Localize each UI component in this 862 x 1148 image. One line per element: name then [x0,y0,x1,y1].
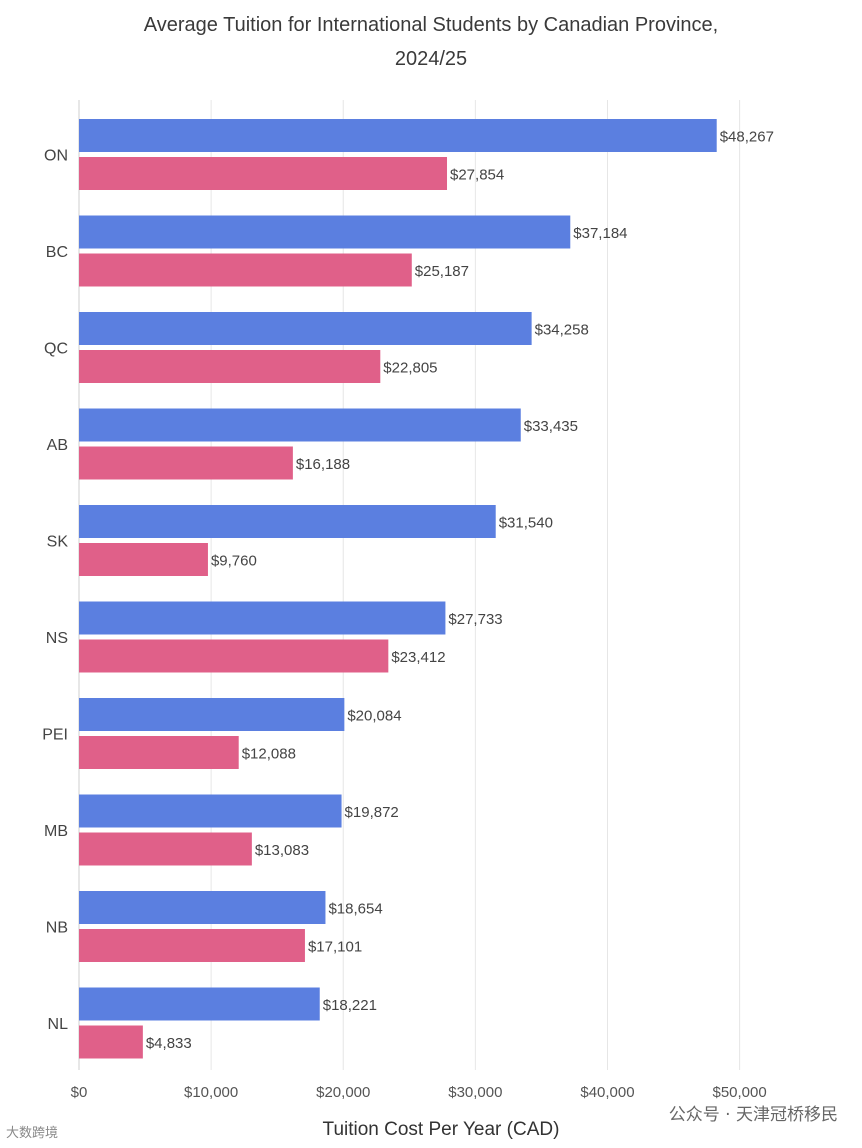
bar-nb-series2 [79,929,305,962]
watermark-right: 公众号 · 天津冠桥移民 [668,1105,838,1125]
data-label: $34,258 [535,322,589,339]
bar-ab-series2 [79,446,293,480]
data-label: $37,184 [573,225,627,242]
chart-subtitle: 2024/25 [394,48,468,70]
x-tick-label: $30,000 [448,1084,502,1101]
category-label: NS [46,630,68,647]
data-label: $13,083 [255,842,309,859]
data-label: $33,435 [524,418,578,435]
data-label: $23,412 [391,649,445,666]
category-label: PEI [42,727,68,744]
data-label: $27,854 [450,167,504,184]
x-tick-label: $50,000 [712,1084,766,1101]
chart-title-line1: Average Tuition for International Studen… [143,14,719,36]
category-label: MB [44,823,68,840]
data-label: $25,187 [415,263,469,280]
x-axis-label: Tuition Cost Per Year (CAD) [323,1119,560,1140]
data-label: $9,760 [211,553,257,570]
category-label: BC [46,244,68,261]
bar-ns-series2 [79,639,389,673]
bar-on-series1 [79,119,717,152]
bar-sk-series2 [79,543,208,576]
bar-pei-series2 [79,736,239,769]
bar-qc-series1 [79,312,532,345]
data-label: $22,805 [383,360,437,377]
data-label: $16,188 [296,456,350,473]
watermark-left: 大数跨境 [6,1125,59,1140]
bar-ns-series1 [79,601,446,635]
data-label: $27,733 [448,611,502,628]
x-tick-label: $10,000 [184,1084,238,1101]
bar-bc-series2 [79,253,412,287]
x-tick-label: $20,000 [316,1084,370,1101]
category-label: AB [47,437,68,454]
data-label: $48,267 [720,129,774,146]
bar-nb-series1 [79,891,326,924]
chart-title: Average Tuition for International Studen… [0,8,862,76]
bar-mb-series2 [79,832,252,866]
category-label: NL [48,1016,69,1033]
data-label: $17,101 [308,939,362,956]
data-label: $18,654 [328,901,382,918]
bar-nl-series2 [79,1025,143,1059]
bar-mb-series1 [79,794,342,828]
category-label: ON [44,148,68,165]
data-label: $18,221 [323,997,377,1014]
bar-bc-series1 [79,215,571,249]
bar-on-series2 [79,157,448,190]
bar-ab-series1 [79,408,521,442]
data-label: $4,833 [146,1035,192,1052]
bar-qc-series2 [79,350,381,383]
data-label: $31,540 [499,515,553,532]
data-label: $20,084 [347,708,401,725]
x-tick-label: $0 [71,1084,88,1101]
category-label: QC [44,341,68,358]
category-label: SK [47,534,69,551]
x-tick-label: $40,000 [580,1084,634,1101]
bar-nl-series1 [79,987,320,1021]
bar-pei-series1 [79,698,345,731]
category-label: NB [46,920,68,937]
data-label: $19,872 [345,804,399,821]
data-label: $12,088 [242,746,296,763]
bar-sk-series1 [79,505,496,538]
